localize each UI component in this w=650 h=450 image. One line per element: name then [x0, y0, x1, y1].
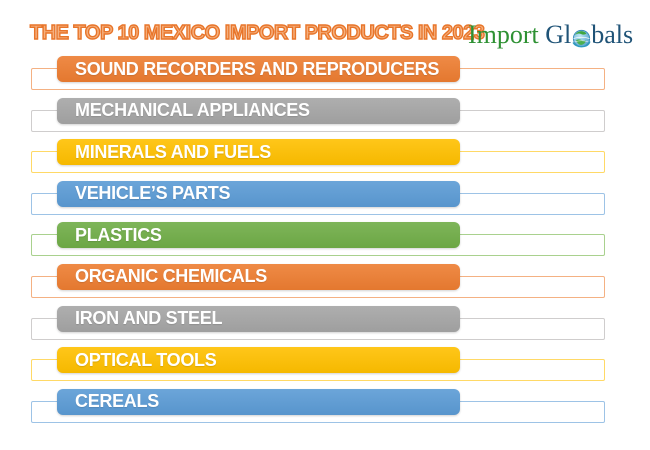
product-bar: OPTICAL TOOLS [57, 347, 460, 374]
product-bar: ORGANIC CHEMICALS [57, 263, 460, 290]
product-row-8: OPTICAL TOOLS [31, 347, 605, 382]
brand-logo: Import Gl bals [468, 20, 633, 50]
product-row-6: ORGANIC CHEMICALS [31, 263, 605, 298]
product-label: MECHANICAL APPLIANCES [75, 100, 310, 121]
logo-word-import: Import [468, 20, 539, 49]
product-label: MINERALS AND FUELS [75, 141, 271, 162]
product-label: OPTICAL TOOLS [75, 349, 217, 370]
product-bar: CEREALS [57, 388, 460, 415]
product-row-4: VEHICLE’S PARTS [31, 180, 605, 215]
logo-word-gl: Gl [545, 20, 572, 49]
product-row-1: SOUND RECORDERS AND REPRODUCERS [31, 56, 605, 90]
product-row-5: PLASTICS [31, 222, 605, 257]
product-bar: SOUND RECORDERS AND REPRODUCERS [57, 56, 460, 82]
product-label: CEREALS [75, 391, 159, 412]
logo-word-bals: bals [591, 20, 634, 49]
product-bar: PLASTICS [57, 222, 460, 249]
product-bar: VEHICLE’S PARTS [57, 180, 460, 207]
product-row-9: CEREALS [31, 388, 605, 423]
product-row-2: MECHANICAL APPLIANCES [31, 97, 605, 132]
product-list: SOUND RECORDERS AND REPRODUCERS MECHANIC… [31, 56, 605, 430]
product-label: IRON AND STEEL [75, 308, 223, 329]
product-bar: IRON AND STEEL [57, 305, 460, 332]
page-title: THE TOP 10 MEXICO IMPORT PRODUCTS IN 202… [29, 21, 485, 44]
product-label: VEHICLE’S PARTS [75, 183, 231, 204]
product-label: ORGANIC CHEMICALS [75, 266, 267, 287]
product-row-7: IRON AND STEEL [31, 305, 605, 340]
product-row-3: MINERALS AND FUELS [31, 139, 605, 174]
product-bar: MECHANICAL APPLIANCES [57, 97, 460, 124]
product-label: SOUND RECORDERS AND REPRODUCERS [75, 58, 440, 79]
globe-icon [571, 20, 591, 50]
product-label: PLASTICS [75, 224, 162, 245]
product-bar: MINERALS AND FUELS [57, 139, 460, 166]
